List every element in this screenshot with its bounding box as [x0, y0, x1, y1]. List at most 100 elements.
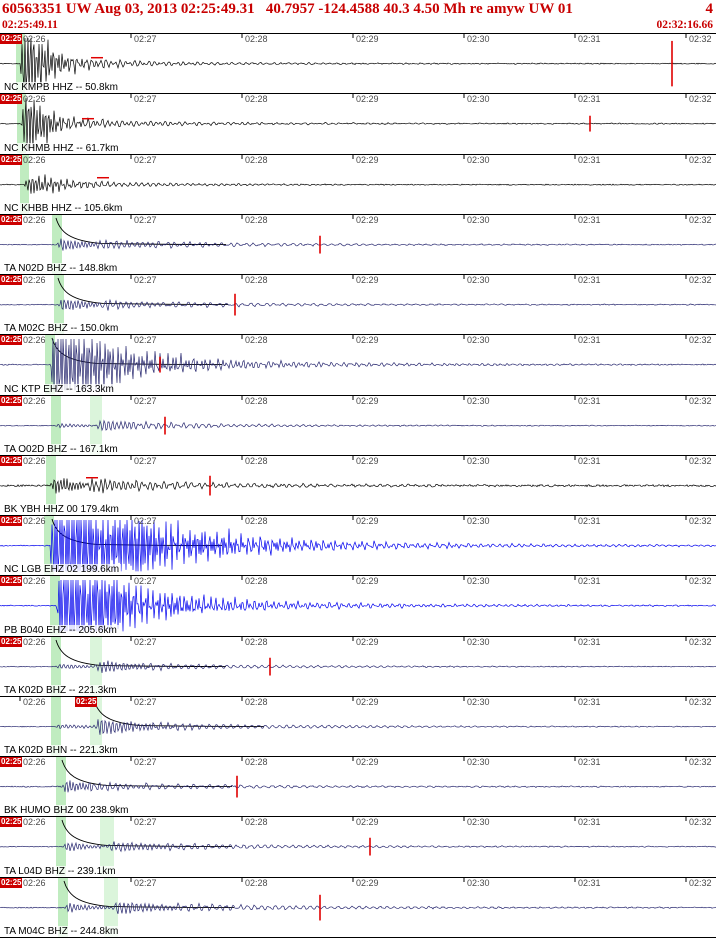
time-label: 02:28	[245, 154, 268, 165]
window-start-flag[interactable]: 02:25	[0, 34, 22, 44]
trace-panel-1[interactable]: 02:26 02:27 02:28 02:29 02:30 02:31 02:32 02:25…	[0, 34, 716, 95]
phase-pick-band[interactable]	[46, 455, 56, 516]
window-start-flag[interactable]: 02:25	[0, 275, 22, 286]
time-label: 02:28	[245, 757, 268, 768]
trace-panel-15[interactable]: 02:26 02:27 02:28 02:29 02:30 02:31 02:32 02:25…	[0, 877, 716, 938]
phase-pick-band[interactable]	[90, 395, 102, 455]
time-label: 02:27	[134, 34, 157, 44]
time-label: 02:28	[245, 34, 268, 44]
waveform-canvas[interactable]	[0, 576, 716, 636]
trace-panel-3[interactable]: 02:26 02:27 02:28 02:29 02:30 02:31 02:32 02:25…	[0, 154, 716, 215]
window-start-flag[interactable]: 02:25	[0, 877, 22, 888]
station-label: TA L04D BHZ -- 239.1km	[2, 865, 118, 877]
seismogram-trace	[0, 901, 716, 914]
time-label: 02:27	[134, 335, 157, 346]
window-start-flag[interactable]: 02:25	[0, 576, 22, 587]
time-label: 02:29	[356, 757, 379, 768]
phase-pick-band[interactable]	[52, 214, 62, 275]
time-label: 02:32	[689, 455, 712, 466]
waveform-canvas[interactable]	[0, 275, 716, 335]
window-start-flag[interactable]: 02:25	[0, 757, 22, 768]
time-label: 02:32	[689, 154, 712, 165]
decay-curve	[55, 217, 227, 245]
time-label: 02:27	[134, 275, 157, 286]
waveform-canvas[interactable]	[0, 455, 716, 516]
time-label: 02:32	[689, 214, 712, 225]
waveform-canvas[interactable]	[0, 335, 716, 395]
trace-panel-14[interactable]: 02:26 02:27 02:28 02:29 02:30 02:31 02:32 02:25…	[0, 817, 716, 878]
phase-pick-band[interactable]	[104, 877, 118, 937]
window-start-flag[interactable]: 02:25	[75, 696, 97, 707]
window-start-flag[interactable]: 02:25	[0, 636, 22, 647]
phase-pick-band[interactable]	[90, 636, 102, 696]
seismogram-trace	[0, 478, 716, 494]
window-start-flag[interactable]: 02:25	[0, 154, 22, 165]
waveform-canvas[interactable]	[0, 636, 716, 696]
window-start-flag[interactable]: 02:25	[0, 455, 22, 466]
time-label: 02:30	[467, 696, 490, 707]
seismogram-trace	[0, 339, 716, 391]
time-label: 02:32	[689, 516, 712, 527]
seismogram-trace	[0, 580, 716, 632]
time-label: 02:28	[245, 636, 268, 647]
header: 60563351 UW Aug 03, 2013 02:25:49.31 40.…	[0, 0, 716, 33]
time-label: 02:30	[467, 275, 490, 286]
time-label: 02:31	[578, 817, 601, 828]
phase-pick-band[interactable]	[17, 94, 26, 154]
time-label: 02:26	[23, 154, 46, 165]
waveform-canvas[interactable]	[0, 395, 716, 455]
time-label: 02:30	[467, 576, 490, 587]
time-label: 02:27	[134, 395, 157, 406]
time-label: 02:31	[578, 455, 601, 466]
station-label: TA K02D BHZ -- 221.3km	[2, 684, 119, 696]
phase-pick-band[interactable]	[54, 275, 64, 335]
time-label: 02:26	[23, 817, 46, 828]
time-label: 02:29	[356, 34, 379, 44]
time-label: 02:32	[689, 34, 712, 44]
window-start-flag[interactable]: 02:25	[0, 817, 22, 828]
phase-pick-band[interactable]	[51, 636, 61, 696]
event-summary-line: 60563351 UW Aug 03, 2013 02:25:49.31 40.…	[2, 1, 713, 18]
window-start-flag[interactable]: 02:25	[0, 516, 22, 527]
phase-pick-band[interactable]	[90, 696, 102, 757]
phase-pick-band[interactable]	[51, 395, 61, 455]
station-label: TA M02C BHZ -- 150.0km	[2, 323, 121, 335]
phase-pick-band[interactable]	[100, 817, 114, 877]
waveform-canvas[interactable]	[0, 34, 716, 94]
time-label: 02:32	[689, 696, 712, 707]
window-start-flag[interactable]: 02:25	[0, 335, 22, 346]
seismogram-trace	[0, 298, 716, 311]
trace-panel-8[interactable]: 02:26 02:27 02:28 02:29 02:30 02:31 02:32 02:25…	[0, 455, 716, 517]
page-number: 4	[705, 1, 714, 17]
trace-panel-2[interactable]: 02:26 02:27 02:28 02:29 02:30 02:31 02:32 02:25…	[0, 94, 716, 155]
seismogram-trace	[0, 37, 716, 90]
station-label: BK HUMO BHZ 00 238.9km	[2, 805, 131, 817]
waveform-canvas[interactable]	[0, 817, 716, 877]
time-label: 02:26	[23, 395, 46, 406]
window-start-flag[interactable]: 02:25	[0, 395, 22, 406]
trace-panel-4[interactable]: 02:26 02:27 02:28 02:29 02:30 02:31 02:32 02:25…	[0, 214, 716, 276]
trace-panel-9[interactable]: 02:26 02:27 02:28 02:29 02:30 02:31 02:32 02:25…	[0, 516, 716, 577]
time-label: 02:27	[134, 877, 157, 888]
time-label: 02:26	[23, 94, 46, 105]
trace-panel-5[interactable]: 02:26 02:27 02:28 02:29 02:30 02:31 02:32 02:25…	[0, 275, 716, 336]
seismogram-trace	[0, 841, 716, 853]
trace-panel-10[interactable]: 02:26 02:27 02:28 02:29 02:30 02:31 02:32 02:25…	[0, 576, 716, 637]
trace-panel-7[interactable]: 02:26 02:27 02:28 02:29 02:30 02:31 02:32 02:25…	[0, 395, 716, 456]
waveform-canvas[interactable]	[0, 696, 716, 757]
trace-panel-11[interactable]: 02:26 02:27 02:28 02:29 02:30 02:31 02:32 02:25…	[0, 636, 716, 697]
time-label: 02:29	[356, 516, 379, 527]
time-label: 02:31	[578, 877, 601, 888]
window-start-flag[interactable]: 02:25	[0, 214, 22, 225]
time-label: 02:27	[134, 757, 157, 768]
trace-panel-13[interactable]: 02:26 02:27 02:28 02:29 02:30 02:31 02:32 02:25…	[0, 757, 716, 818]
trace-panel-12[interactable]: 02:26 02:27 02:28 02:29 02:30 02:31 02:32 02:25…	[0, 696, 716, 758]
time-label: 02:26	[23, 877, 46, 888]
trace-panel-6[interactable]: 02:26 02:27 02:28 02:29 02:30 02:31 02:32 02:25…	[0, 335, 716, 396]
phase-pick-band[interactable]	[16, 34, 25, 94]
phase-pick-band[interactable]	[56, 757, 66, 817]
window-start-flag[interactable]: 02:25	[0, 94, 22, 105]
station-label: TA O02D BHZ -- 167.1km	[2, 443, 120, 455]
time-label: 02:26	[23, 696, 46, 707]
waveform-canvas[interactable]	[0, 877, 716, 937]
